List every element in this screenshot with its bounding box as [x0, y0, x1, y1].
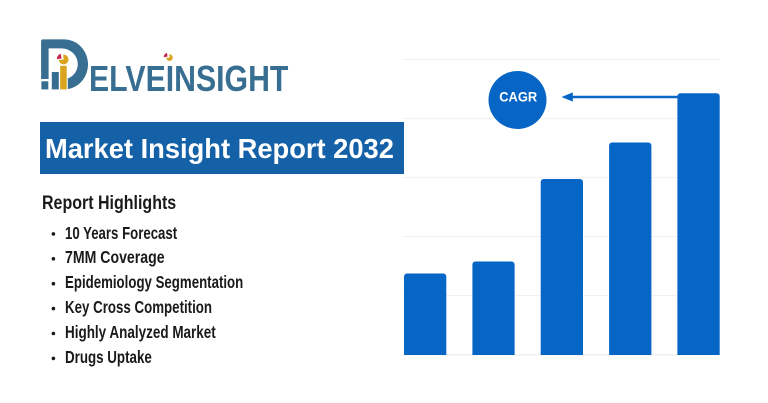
svg-text:CAGR: CAGR	[499, 89, 537, 105]
